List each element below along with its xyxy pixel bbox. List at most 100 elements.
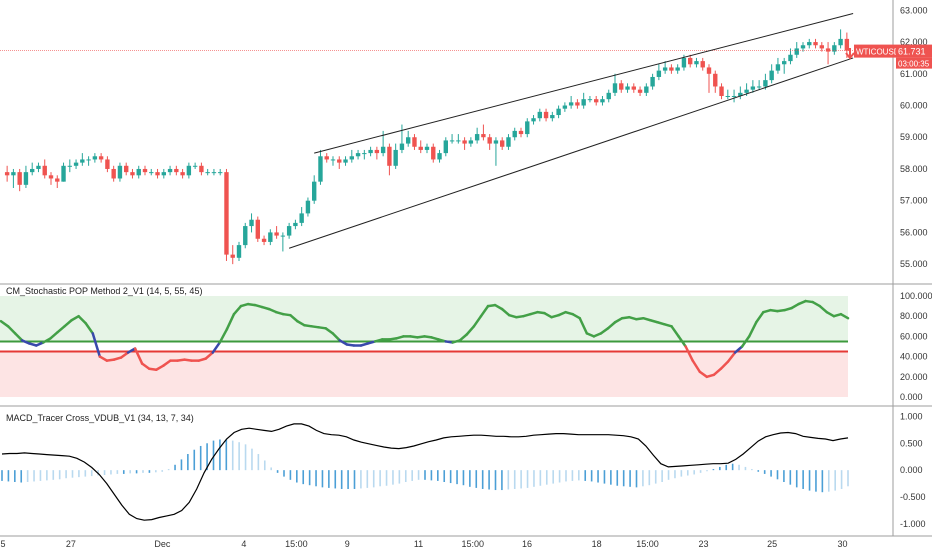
countdown: 03:00:35 <box>898 60 930 69</box>
stoch-line-segment <box>42 337 52 344</box>
stoch-line-segment <box>747 321 758 338</box>
stoch-line-segment <box>267 307 278 314</box>
candle-body <box>832 45 837 52</box>
stoch-line-segment <box>0 320 10 328</box>
macd-pane: -1.000 -0.500 0.000 0.500 1.000 <box>1 411 926 529</box>
stoch-line-segment <box>684 345 694 362</box>
candle-body <box>537 111 542 119</box>
candle-body <box>48 175 54 179</box>
candle-body <box>644 86 649 93</box>
stoch-line-segment <box>578 316 589 335</box>
candle-body <box>700 61 705 68</box>
candle-body <box>493 140 499 144</box>
macd-tick-label: 0.500 <box>900 438 923 448</box>
candle-body <box>844 38 850 51</box>
candle-body <box>174 168 179 173</box>
candle-body <box>731 96 737 97</box>
stoch-line-segment <box>592 332 603 338</box>
stoch-line-segment <box>797 299 807 306</box>
candle-body <box>669 67 674 71</box>
stoch-line-segment <box>140 362 151 370</box>
candle-body <box>192 165 198 167</box>
stoch-line-segment <box>712 367 723 377</box>
stoch-line-segment <box>84 322 95 335</box>
candle-body <box>675 67 680 71</box>
candle-body <box>11 172 16 176</box>
candle-body <box>318 156 323 182</box>
candle-body <box>268 232 273 242</box>
stoch-line-segment <box>500 307 511 317</box>
candle-body <box>744 89 749 93</box>
candle-body <box>393 149 398 166</box>
time-tick-label: 23 <box>698 539 708 549</box>
candle-body <box>299 213 304 223</box>
price-tick-label: 58.000 <box>900 164 928 174</box>
candle-body <box>186 165 192 176</box>
candle-body <box>568 102 574 106</box>
candle-body <box>725 96 730 97</box>
candle-body <box>474 134 480 141</box>
candle-body <box>111 168 116 179</box>
candle-body <box>4 172 10 176</box>
candle-body <box>330 159 336 161</box>
candle-body <box>73 162 79 166</box>
oversold-zone <box>0 351 848 397</box>
candle-body <box>412 137 417 147</box>
candle-body <box>431 146 436 160</box>
candle-body <box>769 70 774 81</box>
candle-body <box>506 137 511 147</box>
time-tick-label: 11 <box>414 539 423 549</box>
stoch-tick-label: 80.000 <box>900 311 928 321</box>
price-tick-label: 60.000 <box>900 101 928 111</box>
candle-body <box>587 99 593 101</box>
candle-body <box>124 165 129 173</box>
stoch-line-segment <box>289 313 299 323</box>
macd-tick-label: -1.000 <box>900 519 926 529</box>
candle-body <box>286 226 292 236</box>
last-price: 61.731 <box>898 47 926 57</box>
stoch-line-segment <box>733 345 744 354</box>
candle-body <box>61 165 66 182</box>
candle-body <box>813 42 818 46</box>
macd-tick-label: 1.000 <box>900 411 923 421</box>
stoch-line-segment <box>754 310 765 324</box>
pane-separators <box>0 0 932 537</box>
stoch-line-segment <box>606 321 617 330</box>
stoch-line-segment <box>790 302 800 310</box>
candle-body <box>80 159 85 163</box>
candle-body <box>625 86 630 90</box>
candle-body <box>782 61 787 65</box>
candle-body <box>443 140 448 154</box>
stoch-line-segment <box>465 325 476 336</box>
time-tick-label: 15:00 <box>462 539 485 549</box>
candle-body <box>324 156 329 160</box>
candle-body <box>500 140 505 147</box>
stoch-line-segment <box>726 351 737 363</box>
stoch-line-segment <box>811 300 822 308</box>
stoch-tick-label: 0.000 <box>900 392 923 402</box>
stoch-tick-label: 20.000 <box>900 372 928 382</box>
candle-body <box>456 140 461 142</box>
candle-body <box>518 130 524 135</box>
candle-body <box>387 146 392 166</box>
candle-body <box>807 42 812 46</box>
time-tick-label: 15:00 <box>285 539 308 549</box>
stoch-line-segment <box>56 325 66 334</box>
candle-body <box>167 168 173 173</box>
candle-body <box>337 159 342 163</box>
candle-body <box>30 168 35 173</box>
stoch-line-segment <box>585 332 596 338</box>
time-tick-label: 30 <box>838 539 848 549</box>
last-price-bg <box>896 44 932 58</box>
stoch-tick-label: 40.000 <box>900 352 928 362</box>
candle-body <box>775 64 781 71</box>
candle-body <box>550 115 555 119</box>
candle-body <box>449 140 455 142</box>
candle-body <box>575 102 580 106</box>
stoch-line-segment <box>458 333 469 342</box>
candle-body <box>343 159 348 163</box>
candle-body <box>662 67 668 71</box>
stoch-line-segment <box>719 360 730 370</box>
stoch-tick-label: 60.000 <box>900 331 928 341</box>
